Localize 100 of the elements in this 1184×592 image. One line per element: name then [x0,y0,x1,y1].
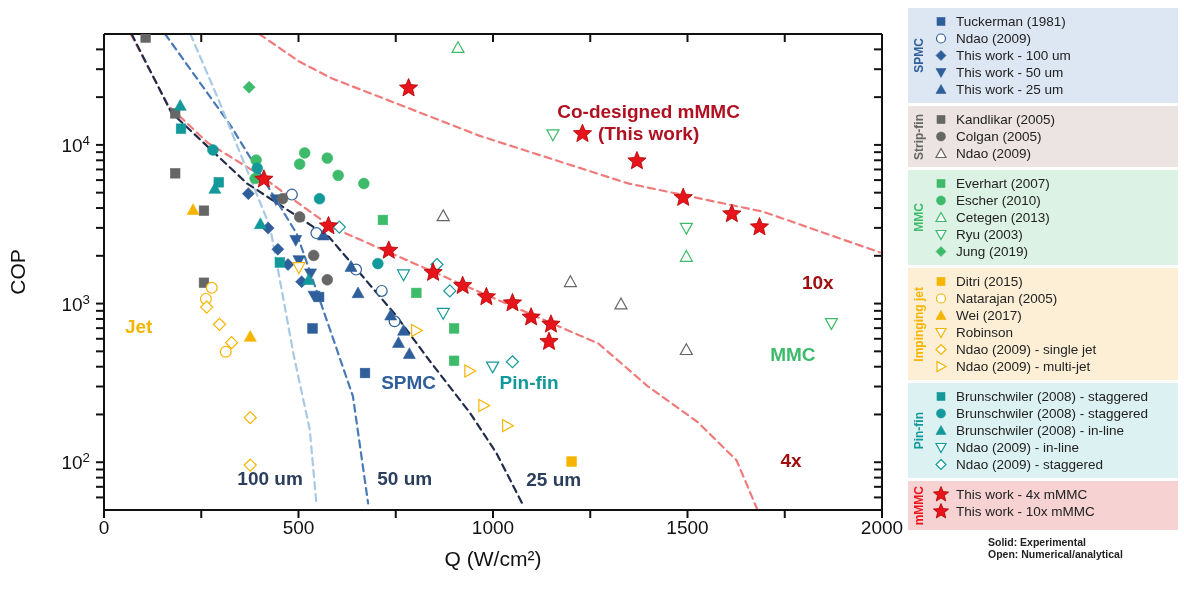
point [332,169,344,182]
legend-label: This work - 100 um [956,48,1071,63]
point [396,269,411,282]
legend-label: Ndao (2009) [956,146,1032,161]
point [358,177,370,190]
legend-label: Ndao (2009) - staggered [956,457,1104,472]
point [302,273,315,285]
point [377,214,389,226]
point [505,355,520,369]
annotation: 25 um [526,469,582,491]
point [307,249,320,262]
point [453,275,473,294]
point [274,257,285,268]
point [243,411,257,425]
annotation: Co-designed mMMC (This work) [557,100,741,144]
point [436,209,450,222]
line-series [189,34,318,505]
point [242,80,256,94]
legend-label: Ndao (2009) [956,31,1032,46]
x-tick-label: 2000 [860,517,904,538]
point [186,203,200,215]
x-tick-label: 1500 [666,517,709,538]
point [307,290,321,303]
legend-label: Brunschwiler (2008) - staggered [956,389,1149,404]
legend-label: Brunschwiler (2008) - staggered [956,406,1149,421]
point [464,364,477,378]
point [285,188,298,201]
point [299,147,311,159]
annotation: 50 um [377,467,433,489]
point [403,347,416,359]
point [566,456,577,467]
point [207,144,219,156]
y-tick-label: 10$^{3}$ [61,291,90,315]
point [501,419,514,433]
point [379,240,399,259]
point [289,235,303,247]
point [722,203,742,223]
point [614,297,628,310]
point [212,317,227,331]
annotation: SPMC [381,372,437,394]
point [344,260,358,272]
point [372,257,384,270]
text: mMMC [912,486,926,526]
point [254,169,274,188]
legend-label: Brunschwiler (2008) - in-line [956,423,1125,438]
point [321,274,333,286]
legend-label: Wei (2017) [956,308,1022,323]
point [679,343,693,356]
text: Open: Numerical/analytical [988,548,1124,561]
text: SPMC [912,38,926,73]
legend-label: This work - 50 um [956,65,1064,80]
point [318,216,338,235]
legend-label: Kandlikar (2005) [956,112,1056,127]
point [384,308,397,321]
x-tick-label: 500 [282,517,315,538]
point [673,187,693,206]
point [321,152,333,164]
point [170,168,181,179]
point [359,367,371,379]
point [307,323,318,334]
legend-label: This work - 25 um [956,82,1064,97]
x-tick-label: 1000 [471,517,515,538]
text: Pin-fin [912,411,926,450]
point [173,99,187,111]
legend-label: Tuckerman (1981) [956,14,1066,29]
point [243,458,257,472]
text: Impinging jet [912,286,926,362]
annotation: 4x [780,450,802,472]
point [627,151,647,170]
text: Solid: Experimental [988,536,1088,549]
legend-label: Cetegen (2013) [956,210,1050,225]
annotation: Jet [124,316,154,338]
text: Strip-fin [912,113,926,160]
point [423,262,443,281]
point [679,222,693,235]
point [293,158,306,170]
point [476,286,496,306]
point [251,162,263,174]
text: MMC [912,203,926,232]
point [205,281,218,294]
legend-label: This work - 4x mMMC [956,487,1088,502]
point [679,249,693,262]
legend-label: Natarajan (2005) [956,291,1058,306]
x-axis-title: Q (W/cm²) [444,547,542,570]
point [449,355,460,366]
y-tick-label: 10$^{4}$ [61,132,90,156]
point [502,293,522,312]
point [392,336,405,348]
point [219,345,232,358]
point [443,284,457,298]
annotation: MMC [770,343,816,365]
point [546,129,560,142]
legend-label: This work - 10x mMMC [956,504,1095,519]
point [293,211,306,223]
point [375,284,388,297]
point [208,182,222,194]
legend-label: Jung (2019) [956,244,1029,259]
legend-label: Robinson [956,325,1014,340]
point [242,187,255,200]
legend-label: Ndao (2009) - single jet [956,342,1097,357]
